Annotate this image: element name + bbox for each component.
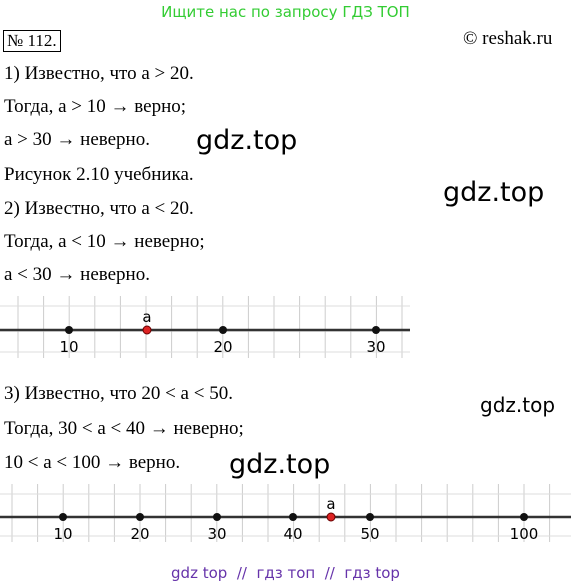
watermark: gdz.top (196, 125, 298, 156)
watermark: gdz.top (480, 393, 556, 417)
tick-label: 20 (130, 525, 149, 543)
tick-label: 10 (59, 338, 78, 356)
text-line: Рисунок 2.10 учебника. (4, 164, 194, 185)
text-line: Тогда, a < 10 → неверно; (4, 231, 205, 252)
tick-label: 30 (366, 338, 385, 356)
point (59, 513, 67, 521)
point-a (142, 325, 152, 335)
banner: Ищите нас по запросу ГДЗ ТОП (161, 3, 410, 21)
tick-label: 30 (207, 525, 226, 543)
tick-label: 50 (360, 525, 379, 543)
watermark: gdz.top (229, 449, 331, 480)
point-label: a (326, 495, 335, 513)
text-line: 10 < a < 100 → верно. (4, 452, 181, 473)
point (366, 513, 374, 521)
text-line: a > 30 → неверно. (4, 129, 150, 150)
tick-label: 10 (53, 525, 72, 543)
site: © reshak.ru (463, 28, 553, 49)
number-line-1: 10 20 30 a (0, 296, 410, 358)
text-line: Тогда, 30 < a < 40 → неверно; (4, 418, 244, 439)
tick-label: 40 (283, 525, 302, 543)
text-line: 2) Известно, что a < 20. (4, 198, 194, 219)
point-label: a (142, 308, 151, 326)
watermark: gdz.top (443, 177, 545, 208)
footer: gdz top // гдз топ // гдз top (171, 564, 400, 582)
point (372, 326, 380, 334)
point (136, 513, 144, 521)
tick-label: 100 (510, 525, 539, 543)
text-line: 1) Известно, что a > 20. (4, 63, 194, 84)
task-number: № 112. (3, 30, 61, 52)
grid (0, 484, 571, 542)
point (289, 513, 297, 521)
text-line: a < 30 → неверно. (4, 264, 150, 285)
point (219, 326, 227, 334)
point (520, 513, 528, 521)
text-line: 3) Известно, что 20 < a < 50. (4, 383, 233, 404)
tick-label: 20 (213, 338, 232, 356)
point (65, 326, 73, 334)
text-line: Тогда, a > 10 → верно; (4, 96, 187, 117)
point (213, 513, 221, 521)
number-line-2: 10 20 30 40 50 100 a (0, 484, 571, 543)
point-a (326, 512, 336, 522)
